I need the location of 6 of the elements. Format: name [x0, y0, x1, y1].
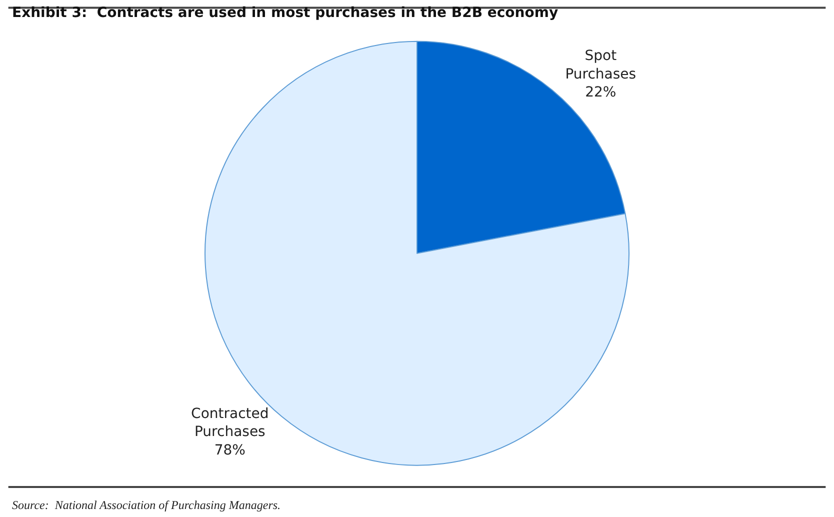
slice-label: Contracted Purchases	[191, 406, 269, 440]
data-label: 22%	[585, 84, 616, 101]
chart-title: Exhibit 3: Contracts are used in most purchases in the B2B economy	[12, 5, 558, 21]
data-label: 78%	[214, 442, 246, 458]
source-note: Source: National Association of Purchasing Managers.	[12, 498, 281, 512]
slice-label: Spot Purchases	[565, 48, 636, 82]
